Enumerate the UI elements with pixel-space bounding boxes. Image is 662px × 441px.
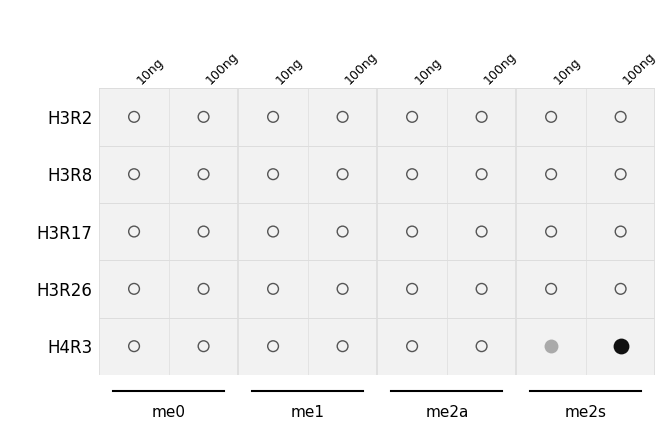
Point [477, 228, 487, 235]
Text: me2a: me2a [425, 405, 469, 420]
Point [268, 343, 279, 350]
Point [406, 285, 418, 292]
Point [128, 343, 140, 350]
Point [338, 171, 348, 178]
Point [406, 113, 418, 120]
Point [406, 343, 418, 350]
Point [128, 285, 140, 292]
Point [545, 343, 556, 350]
Point [616, 228, 626, 235]
Point [199, 171, 209, 178]
Point [406, 171, 418, 178]
Point [616, 285, 626, 292]
Point [199, 343, 209, 350]
Point [338, 113, 348, 120]
Point [616, 113, 626, 120]
Point [545, 285, 556, 292]
Text: me1: me1 [291, 405, 325, 420]
Point [338, 343, 348, 350]
Point [268, 171, 279, 178]
Point [268, 228, 279, 235]
Point [406, 228, 418, 235]
Point [616, 343, 626, 350]
Point [199, 228, 209, 235]
Point [128, 228, 140, 235]
Point [268, 285, 279, 292]
Point [616, 171, 626, 178]
Point [545, 113, 556, 120]
Point [338, 228, 348, 235]
Point [545, 171, 556, 178]
Point [268, 113, 279, 120]
Point [128, 113, 140, 120]
Text: me2s: me2s [565, 405, 607, 420]
Point [477, 171, 487, 178]
Point [477, 285, 487, 292]
Point [128, 171, 140, 178]
Text: me0: me0 [152, 405, 186, 420]
Point [545, 228, 556, 235]
Point [199, 285, 209, 292]
Point [477, 343, 487, 350]
Point [338, 285, 348, 292]
Point [199, 113, 209, 120]
Point [477, 113, 487, 120]
